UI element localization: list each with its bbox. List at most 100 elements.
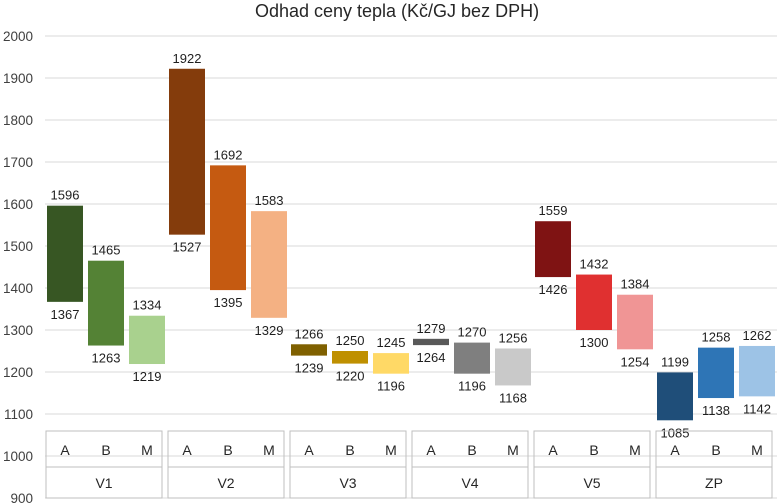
scenario-label: A — [304, 442, 314, 458]
low-value-label: 1300 — [580, 335, 609, 350]
low-value-label: 1220 — [336, 369, 365, 384]
scenario-label: B — [101, 442, 110, 458]
range-bar-v2-m — [251, 211, 287, 318]
y-tick-label: 1500 — [3, 239, 33, 254]
low-value-label: 1219 — [133, 369, 162, 384]
group-label: V2 — [217, 475, 234, 491]
category-box — [655, 430, 773, 499]
low-value-label: 1426 — [539, 282, 568, 297]
high-value-label: 1465 — [92, 243, 121, 258]
low-value-label: 1196 — [377, 379, 405, 394]
range-bar-v3-a — [291, 344, 327, 356]
scenario-label: A — [182, 442, 192, 458]
high-value-label: 1256 — [499, 330, 528, 345]
group-label: V5 — [583, 475, 600, 491]
bars — [47, 68, 775, 421]
high-value-label: 1199 — [661, 354, 689, 369]
range-bar-zp-a — [657, 372, 693, 421]
y-tick-label: 1600 — [3, 197, 33, 212]
scenario-label: B — [467, 442, 476, 458]
scenario-label: M — [141, 442, 153, 458]
group-label: V4 — [461, 475, 478, 491]
range-bar-v1-m — [129, 315, 165, 365]
scenario-label: A — [426, 442, 436, 458]
high-value-label: 1258 — [702, 330, 731, 345]
low-value-label: 1395 — [214, 295, 243, 310]
high-value-label: 1692 — [214, 147, 243, 162]
y-tick-label: 1700 — [3, 155, 33, 170]
low-value-label: 1138 — [702, 403, 730, 418]
range-bar-v3-m — [373, 353, 409, 374]
range-bar-v3-b — [332, 351, 368, 364]
low-value-label: 1329 — [255, 323, 284, 338]
y-tick-label: 1400 — [3, 281, 33, 296]
high-value-label: 1270 — [458, 325, 487, 340]
low-value-label: 1142 — [743, 401, 771, 416]
data-labels: 1596 1367 1465 1263 1334 1219 1922 1527 1692 1395… — [51, 51, 772, 441]
range-bar-v1-a — [47, 205, 83, 302]
high-value-label: 1583 — [255, 193, 284, 208]
high-value-label: 1279 — [417, 321, 446, 336]
category-box — [167, 430, 285, 499]
scenario-label: M — [751, 442, 763, 458]
high-value-label: 1266 — [295, 326, 324, 341]
scenario-label: M — [507, 442, 519, 458]
group-label: V1 — [95, 475, 112, 491]
y-tick-label: 1900 — [3, 71, 33, 86]
low-value-label: 1085 — [661, 425, 690, 440]
category-box — [45, 430, 163, 499]
low-value-label: 1527 — [173, 240, 202, 255]
range-bar-v4-a — [413, 338, 449, 346]
range-bar-v5-b — [576, 274, 612, 330]
scenario-label: A — [548, 442, 558, 458]
range-bar-v2-a — [169, 68, 205, 235]
y-tick-label: 2000 — [3, 29, 33, 44]
high-value-label: 1250 — [336, 333, 365, 348]
high-value-label: 1334 — [133, 298, 162, 313]
scenario-label: M — [629, 442, 641, 458]
scenario-label: B — [589, 442, 598, 458]
group-label: ZP — [705, 475, 723, 491]
group-label: V3 — [339, 475, 356, 491]
low-value-label: 1367 — [51, 307, 80, 322]
y-tick-label: 1800 — [3, 113, 33, 128]
low-value-label: 1168 — [499, 390, 527, 405]
high-value-label: 1432 — [580, 257, 609, 272]
scenario-label: M — [263, 442, 275, 458]
y-tick-label: 1100 — [4, 407, 33, 422]
y-tick-label: 900 — [10, 491, 33, 504]
range-bar-v5-m — [617, 294, 653, 350]
category-box — [533, 430, 651, 499]
low-value-label: 1196 — [458, 379, 486, 394]
chart-title: Odhad ceny tepla (Kč/GJ bez DPH) — [255, 1, 539, 21]
range-bar-v4-b — [454, 342, 490, 374]
scenario-label: A — [60, 442, 70, 458]
low-value-label: 1263 — [92, 351, 121, 366]
high-value-label: 1596 — [51, 188, 80, 203]
high-value-label: 1384 — [621, 277, 650, 292]
category-box — [289, 430, 407, 499]
y-tick-label: 1200 — [3, 365, 33, 380]
high-value-label: 1245 — [377, 335, 406, 350]
low-value-label: 1239 — [295, 361, 324, 376]
range-bar-zp-m — [739, 345, 775, 397]
range-bar-v1-b — [88, 260, 124, 346]
range-bar-v4-m — [495, 348, 531, 386]
range-bar-v2-b — [210, 165, 246, 291]
scenario-label: A — [670, 442, 680, 458]
low-value-label: 1264 — [417, 350, 446, 365]
high-value-label: 1262 — [743, 328, 772, 343]
gridlines — [45, 35, 777, 499]
category-box — [411, 430, 529, 499]
range-bar-v5-a — [535, 221, 571, 278]
scenario-label: B — [711, 442, 720, 458]
scenario-label: M — [385, 442, 397, 458]
high-value-label: 1559 — [539, 203, 568, 218]
y-tick-label: 1300 — [3, 323, 33, 338]
scenario-label: B — [223, 442, 232, 458]
scenario-label: B — [345, 442, 354, 458]
high-value-label: 1922 — [173, 51, 202, 66]
y-tick-label: 1000 — [3, 449, 33, 464]
category-axis: V1 A B M V2 A B M V3 A B M V4 A B M V5 A B M ZP A B M — [45, 430, 773, 499]
